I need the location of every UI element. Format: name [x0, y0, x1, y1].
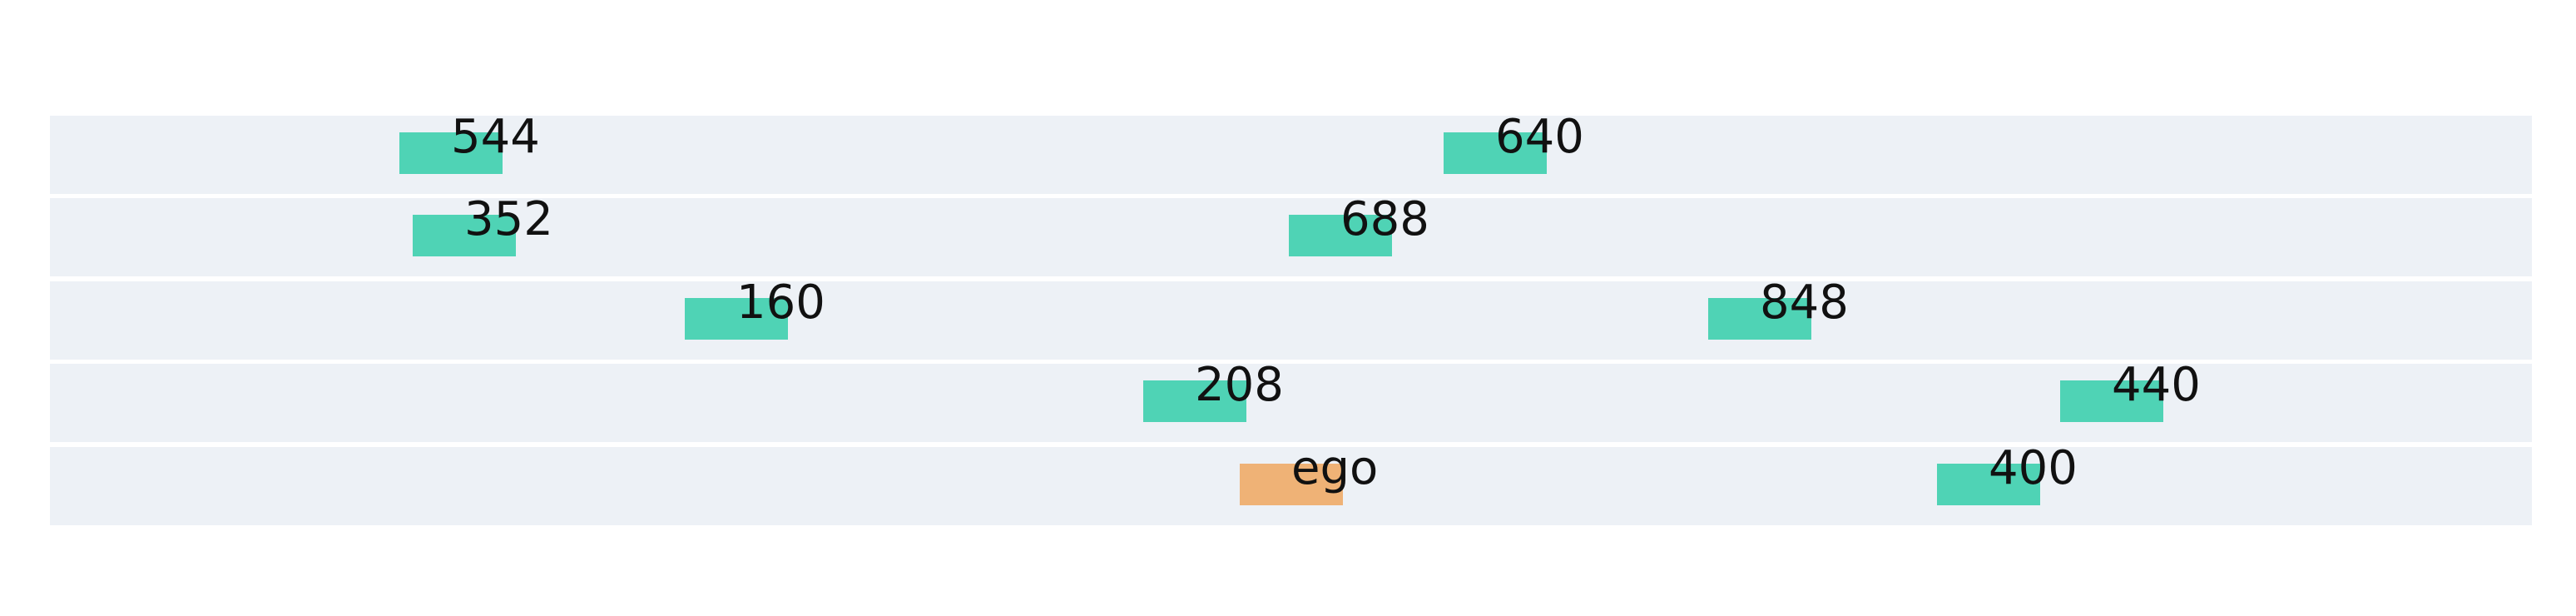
vehicle-label: 160	[736, 276, 825, 330]
vehicle-marker	[1444, 132, 1547, 174]
vehicle-marker	[399, 132, 503, 174]
vehicle-label: ego	[1291, 441, 1378, 495]
vehicle-160: 160	[685, 276, 825, 340]
vehicle-352: 352	[413, 192, 553, 256]
vehicle-ego: ego	[1240, 441, 1378, 505]
vehicle-marker	[2060, 380, 2163, 422]
vehicle-848: 848	[1708, 276, 1849, 340]
vehicle-label: 352	[464, 192, 553, 246]
vehicle-label: 640	[1495, 110, 1584, 164]
vehicle-label: 848	[1760, 276, 1849, 330]
vehicle-544: 544	[399, 110, 540, 174]
vehicle-label: 440	[2112, 358, 2201, 412]
vehicle-208: 208	[1143, 358, 1284, 422]
vehicle-label: 400	[1989, 441, 2078, 495]
vehicle-marker	[413, 215, 516, 256]
vehicle-marker	[1708, 298, 1811, 340]
lane-3	[50, 281, 2532, 360]
vehicle-label: 544	[451, 110, 540, 164]
vehicle-label: 688	[1340, 192, 1429, 246]
vehicle-marker	[685, 298, 788, 340]
vehicle-marker	[1937, 464, 2040, 505]
vehicle-640: 640	[1444, 110, 1584, 174]
vehicle-400: 400	[1937, 441, 2078, 505]
vehicle-688: 688	[1289, 192, 1429, 256]
vehicle-marker	[1289, 215, 1392, 256]
vehicle-marker	[1143, 380, 1246, 422]
ego-vehicle-marker	[1240, 464, 1343, 505]
vehicles-group: 544 640 352 688 160 848 208	[399, 110, 2201, 505]
vehicle-label: 208	[1195, 358, 1284, 412]
vehicle-440: 440	[2060, 358, 2201, 422]
